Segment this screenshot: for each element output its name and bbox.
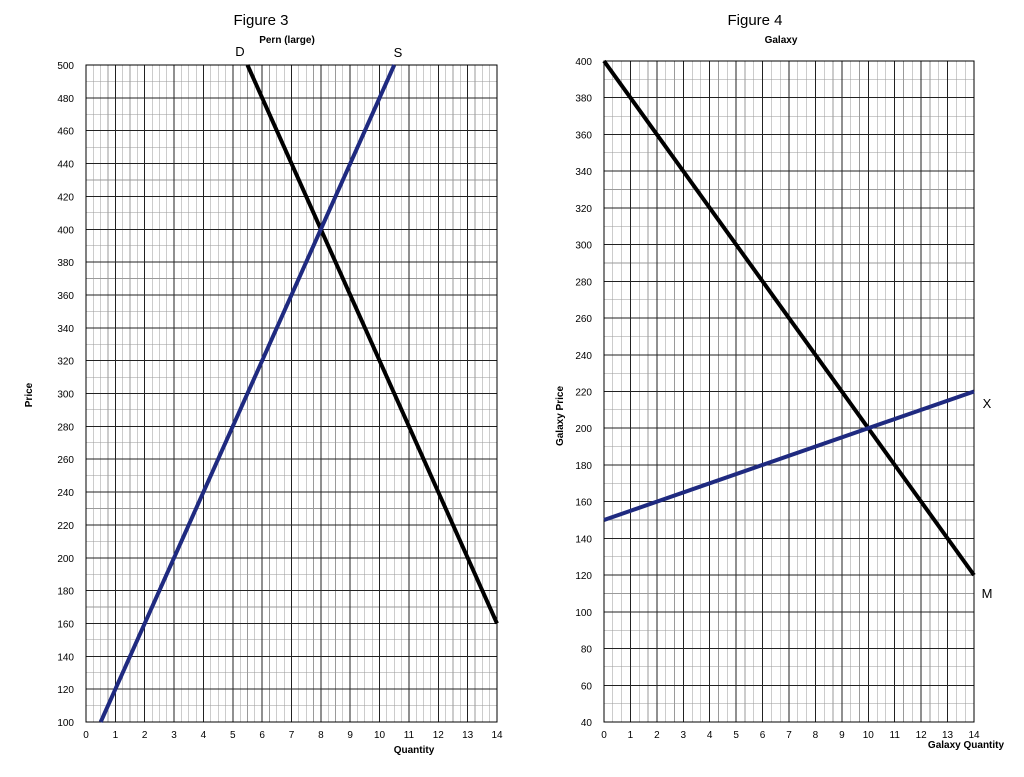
figure-4-y-tick-label: 380	[575, 94, 592, 105]
figure-4-x-tick-label: 12	[916, 730, 928, 741]
figure-3-y-tick-label: 260	[57, 455, 74, 466]
figure-4-y-tick-label: 140	[575, 534, 592, 545]
figure-3-x-tick-label: 7	[289, 730, 295, 741]
figure-4-x-tick-label: 13	[942, 730, 954, 741]
figure-4-x-tick-label: 1	[628, 730, 634, 741]
figure-4: Figure 4 Galaxy Galaxy Quantity Galaxy P…	[555, 12, 1005, 751]
figure-4-y-tick-label: 60	[581, 681, 593, 692]
figure-4-x-tick-label: 6	[760, 730, 766, 741]
figure-4-grid	[603, 60, 975, 723]
figure-4-y-tick-label: 320	[575, 204, 592, 215]
figure-4-y-tick-label: 280	[575, 277, 592, 288]
figure-4-y-tick-label: 160	[575, 498, 592, 509]
figure-3-y-tick-label: 100	[57, 718, 74, 729]
figure-3-y-tick-label: 140	[57, 652, 74, 663]
figure-4-y-tick-label: 40	[581, 718, 593, 729]
figure-4-x-tick-label: 8	[813, 730, 819, 741]
figure-3-y-tick-label: 180	[57, 587, 74, 598]
figure-3-x-tick-label: 4	[201, 730, 207, 741]
figure-4-x-tick-label: 3	[681, 730, 687, 741]
figure-4-label: Figure 4	[727, 12, 782, 29]
figure-3-y-tick-label: 400	[57, 225, 74, 236]
figure-4-y-tick-label: 360	[575, 130, 592, 141]
figure-3-x-tick-label: 6	[259, 730, 265, 741]
figure-3-y-tick-label: 220	[57, 521, 74, 532]
figure-4-x-tick-label: 5	[733, 730, 739, 741]
figure-4-y-tick-label: 220	[575, 388, 592, 399]
figure-4-y-tick-label: 400	[575, 57, 592, 68]
figure-4-x-tick-label: 7	[786, 730, 792, 741]
figure-4-y-tick-label: 100	[575, 608, 592, 619]
figure-4-x-tick-label: 14	[968, 730, 980, 741]
figure-3-y-tick-label: 500	[57, 61, 74, 72]
figure-3-y-tick-label: 120	[57, 685, 74, 696]
figure-3-y-tick-label: 320	[57, 357, 74, 368]
figure-3-x-tick-label: 1	[113, 730, 119, 741]
figure-3-x-tick-label: 8	[318, 730, 324, 741]
figure-3-x-tick-label: 2	[142, 730, 148, 741]
figure-3-y-axis-label: Price	[24, 382, 35, 407]
figure-3-y-tick-label: 200	[57, 554, 74, 565]
figure-4-y-tick-label: 80	[581, 645, 593, 656]
figure-4-series-line-m	[602, 59, 976, 577]
figure-3-y-tick-label: 380	[57, 258, 74, 269]
figure-3-x-tick-label: 13	[462, 730, 474, 741]
figure-3-x-tick-label: 3	[171, 730, 177, 741]
figure-3-y-tick-label: 340	[57, 324, 74, 335]
figure-4-x-tick-label: 11	[890, 730, 901, 741]
figure-4-y-tick-label: 260	[575, 314, 592, 325]
figure-4-m-label: M	[982, 586, 993, 601]
figure-3-x-tick-label: 9	[347, 730, 353, 741]
figure-4-x-axis-label: Galaxy Quantity	[928, 740, 1005, 751]
figure-3-y-tick-label: 240	[57, 488, 74, 499]
figure-3-grid	[85, 64, 498, 723]
figure-3-x-axis-label: Quantity	[394, 745, 435, 756]
figure-4-chart-title: Galaxy	[765, 35, 798, 46]
figure-4-y-tick-label: 200	[575, 424, 592, 435]
figure-3-y-tick-label: 440	[57, 160, 74, 171]
figure-4-x-tick-label: 4	[707, 730, 713, 741]
figure-3-chart-title: Pern (large)	[259, 35, 315, 46]
figure-4-series-line-x	[603, 389, 975, 522]
figure-4-y-tick-label: 240	[575, 351, 592, 362]
figure-3-y-tick-label: 460	[57, 127, 74, 138]
figure-3-y-tick-label: 360	[57, 291, 74, 302]
figure-4-x-tick-label: 10	[863, 730, 875, 741]
figure-3-y-tick-label: 420	[57, 192, 74, 203]
figure-4-x-tick-label: 0	[601, 730, 607, 741]
figure-4-x-tick-label: 9	[839, 730, 845, 741]
figure-4-x-tick-label: 2	[654, 730, 660, 741]
figure-4-y-tick-label: 300	[575, 241, 592, 252]
figure-3-label: Figure 3	[233, 12, 288, 29]
figure-3-x-tick-label: 12	[433, 730, 445, 741]
figure-4-y-tick-label: 180	[575, 461, 592, 472]
figure-3-series-line-d	[245, 64, 499, 625]
figure-3-y-tick-label: 480	[57, 94, 74, 105]
figure-3-demand-label: D	[235, 44, 244, 59]
figure-3-y-tick-label: 300	[57, 390, 74, 401]
figure-3-y-tick-label: 160	[57, 619, 74, 630]
figure-3-x-tick-label: 5	[230, 730, 236, 741]
figure-3-x-tick-label: 0	[83, 730, 89, 741]
figure-3-supply-label: S	[394, 45, 403, 60]
figure-3-series-line-s	[98, 64, 397, 723]
figure-3-x-tick-label: 14	[491, 730, 503, 741]
figure-4-y-tick-label: 120	[575, 571, 592, 582]
figure-3-x-tick-label: 10	[374, 730, 386, 741]
figure-3-x-tick-label: 11	[404, 730, 415, 741]
figure-3-plot-border	[85, 64, 498, 723]
figure-3-y-tick-label: 280	[57, 422, 74, 433]
figure-4-y-axis-label: Galaxy Price	[555, 386, 566, 446]
figure-3: Figure 3 Pern (large) Quantity Price D S…	[24, 12, 503, 756]
figure-4-y-tick-label: 340	[575, 167, 592, 178]
figure-4-x-label: X	[983, 396, 992, 411]
